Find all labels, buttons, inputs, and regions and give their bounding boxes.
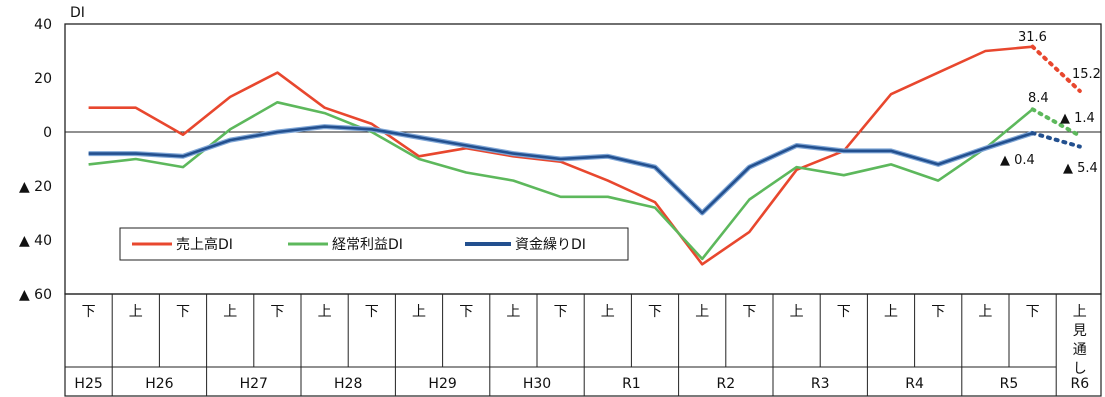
forecast-label: し: [1073, 361, 1087, 377]
data-label-sales-forecast: 15.2: [1072, 67, 1101, 82]
year-label: R4: [905, 376, 924, 392]
data-label-profit-last: 8.4: [1028, 91, 1049, 106]
y-axis-title: DI: [70, 5, 85, 21]
data-label-profit-forecast: ▲ 1.4: [1060, 111, 1095, 126]
year-label: R1: [622, 376, 641, 392]
half-label: 下: [1026, 304, 1040, 320]
year-label: H25: [74, 376, 102, 392]
year-label: R6: [1070, 376, 1089, 392]
half-label: 上: [223, 304, 237, 320]
data-label-cashflow-forecast: ▲ 5.4: [1063, 161, 1098, 176]
forecast-label: 見: [1073, 323, 1087, 339]
year-label: R2: [716, 376, 735, 392]
year-label: H26: [145, 376, 173, 392]
category-table: 下上下上下上下上下上下上下上下上下上下上下上見通しH25 H26 H27 H28 H29…: [64, 293, 1102, 397]
half-label: 上: [978, 304, 992, 320]
legend-label-sales: 売上高DI: [176, 236, 233, 253]
year-label: R5: [1000, 376, 1019, 392]
half-label: 下: [365, 304, 379, 320]
series-line-sales: [88, 45, 1033, 266]
year-label: H29: [428, 376, 456, 392]
year-label: H27: [240, 376, 268, 392]
forecast-line-profit: [1030, 107, 1082, 138]
legend: 売上高DI 経常利益DI 資金繰りDI: [119, 227, 629, 261]
forecast-line-cashflow: [1030, 131, 1082, 149]
half-label: 上: [318, 304, 332, 320]
half-label: 下: [459, 304, 473, 320]
half-label: 下: [837, 304, 851, 320]
year-label: R3: [811, 376, 830, 392]
y-tick-label: ▲ 60: [19, 287, 52, 303]
legend-label-profit: 経常利益DI: [332, 237, 403, 253]
y-tick-label: 0: [43, 125, 52, 141]
half-label: 上: [129, 304, 143, 320]
half-label: 上: [695, 304, 709, 320]
half-label: 下: [270, 304, 284, 320]
series-line-cashflow: [88, 125, 1033, 215]
half-label: 下: [554, 304, 568, 320]
half-label: 下: [648, 304, 662, 320]
half-label: 下: [176, 304, 190, 320]
year-label: H28: [334, 376, 362, 392]
y-tick-label: ▲ 40: [19, 233, 52, 249]
half-label: 上: [506, 304, 520, 320]
y-tick-label: 20: [34, 71, 52, 87]
forecast-line-sales: [1030, 44, 1082, 93]
y-tick-label: 40: [34, 17, 52, 33]
y-tick-label: ▲ 20: [19, 179, 52, 195]
half-label: 上: [412, 304, 426, 320]
series-line-profit: [88, 101, 1034, 261]
half-label: 下: [742, 304, 756, 320]
year-label: H30: [523, 376, 551, 392]
half-label: 上: [601, 304, 615, 320]
half-label: 上: [790, 304, 804, 320]
legend-label-cashflow: 資金繰りDI: [515, 237, 586, 253]
half-label: 上: [884, 304, 898, 320]
data-label-sales-last: 31.6: [1018, 30, 1047, 45]
half-label: 下: [931, 304, 945, 320]
half-label: 下: [82, 304, 96, 320]
forecast-label: 通: [1073, 342, 1087, 358]
data-label-cashflow-last: ▲ 0.4: [1000, 153, 1035, 168]
forecast-label: 上: [1073, 304, 1087, 320]
